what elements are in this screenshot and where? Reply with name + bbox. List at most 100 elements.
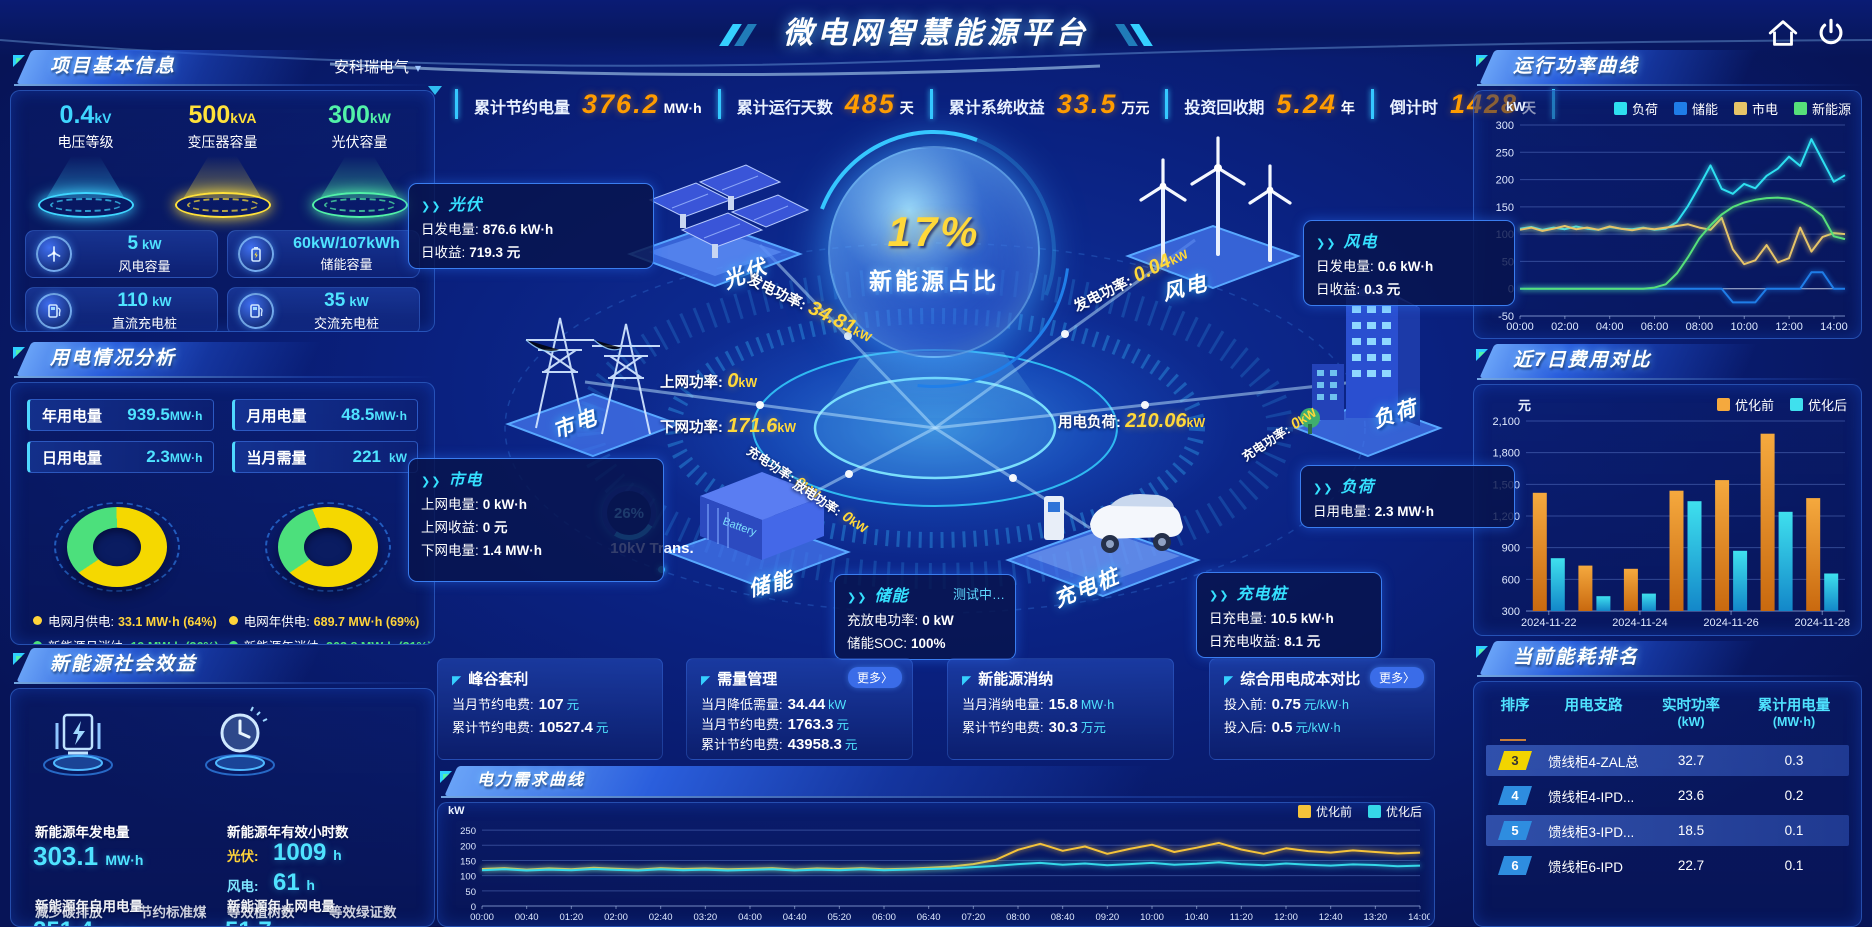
pedestal-voltage: 0.4kV 电压等级 — [22, 101, 150, 218]
legend-grid-year[interactable]: 电网年供电: 689.7 MW·h (69%) — [228, 611, 432, 630]
ev-info-box: ❯❯ 充电桩 日充电量: 10.5 kW·h 日充电收益: 8.1 元 — [1196, 572, 1382, 658]
gen-value: 303.1 MW·h — [33, 841, 144, 871]
legend-item[interactable]: 市电 — [1733, 99, 1778, 118]
box-corner-icon: ◤ — [1224, 673, 1234, 687]
stat-separator — [1370, 89, 1374, 119]
hours-label: 新能源年有效小时数 — [227, 825, 349, 840]
run-power-line-chart: 300250200150100500-5000:0002:0004:0006:0… — [1478, 119, 1855, 334]
panel-corner-icon — [1476, 646, 1488, 658]
load-building-illustration — [1293, 286, 1443, 458]
more-button[interactable]: 更多〉 — [847, 667, 902, 688]
pv-device-illustration — [627, 164, 810, 288]
table-row[interactable]: 6 馈线柜6-IPD 22.7 0.1 — [1486, 850, 1849, 881]
ev-charger-device-illustration — [1005, 494, 1201, 598]
y-axis-unit: 元 — [1518, 398, 1532, 413]
renewable-ratio-sphere: 17% 新能源占比 — [828, 146, 1040, 358]
wind-hours-value: 61 h — [273, 869, 315, 896]
panel-title: 当前能耗排名 — [1513, 647, 1640, 668]
power-icon[interactable] — [1814, 16, 1848, 50]
box-corner-icon: ◤ — [701, 673, 711, 687]
stat-separator — [455, 89, 458, 119]
panel-corner-icon — [13, 653, 25, 665]
svg-text:10:00: 10:00 — [1140, 912, 1164, 923]
stat-saved-energy: 累计节约电量 376.2 MW·h — [474, 88, 702, 119]
panel-energy-ranking: 当前能耗排名 排序 用电支路 实时功率 (kW) 累计用电量 (MW·h) 3 馈线… — [1473, 641, 1862, 927]
self-use-value: 251.4 MW·h — [33, 917, 138, 926]
panel-title: 项目基本信息 — [50, 56, 177, 77]
panel-body: kW 优化前 优化后 250 200 150 100 50 0 00:00 00:40 01:20… — [437, 802, 1435, 927]
legend-item[interactable]: 优化前 — [1716, 395, 1774, 414]
company-dropdown[interactable]: 安科瑞电气 ▾ — [333, 59, 421, 76]
svg-text:100: 100 — [460, 872, 476, 883]
ac-charger-icon — [238, 293, 274, 329]
page-title: 微电网智慧能源平台 — [0, 8, 1872, 52]
panel-corner-icon — [1476, 349, 1488, 361]
panel-corner-icon — [1476, 55, 1488, 67]
summary-cost-compare: ◤ 综合用电成本对比 更多〉 投入前: 0.75 元/kW·h 投入后: 0.5 元/kW… — [1209, 658, 1435, 760]
rank-badge: 5 — [1498, 821, 1532, 840]
year-donut-chart — [253, 487, 403, 597]
svg-text:12:00: 12:00 — [1274, 912, 1298, 923]
dc-charger-icon — [36, 293, 72, 329]
cost-chart-legend: 优化前 优化后 — [1716, 395, 1847, 414]
table-row[interactable]: 3 馈线柜4-ZAL总 32.7 0.3 — [1486, 745, 1849, 776]
donut-legend: 电网月供电:33.1 MW·h (64%) 新能源月消纳:19 MW·h (36… — [11, 597, 434, 644]
rank-badge: 6 — [1498, 856, 1532, 875]
chevron-right-icon: ❯❯ — [1316, 238, 1337, 250]
panel-title: 新能源社会效益 — [50, 654, 198, 675]
svg-text:09:20: 09:20 — [1095, 912, 1119, 923]
demand-line-chart: 250 200 150 100 50 0 00:00 00:40 01:20 02:00 02:40… — [440, 815, 1432, 924]
donut-year — [278, 507, 379, 587]
svg-text:12:00: 12:00 — [1775, 321, 1803, 333]
svg-text:06:00: 06:00 — [1641, 321, 1669, 333]
panel-header: 近7日费用对比 — [1473, 344, 1862, 380]
svg-text:13:20: 13:20 — [1363, 912, 1387, 923]
table-row[interactable]: 4 馈线柜4-IPD... 23.6 0.2 — [1486, 780, 1849, 811]
svg-text:10:40: 10:40 — [1185, 912, 1209, 923]
legend-item[interactable]: 优化后 — [1367, 803, 1422, 820]
svg-text:00:00: 00:00 — [1506, 321, 1534, 333]
svg-text:04:00: 04:00 — [1596, 321, 1624, 333]
storage-info-box: ❯❯ 储能 测试中… 充放电功率: 0 kW 储能SOC: 100% — [834, 574, 1016, 660]
panel-body: 年用电量 939.5MW·h 月用电量 48.5MW·h 日用电量 2.3MW·h 当… — [10, 382, 435, 645]
grid-info-box: ❯❯ 市电 上网电量: 0 kW·h 上网收益: 0 元 下网电量: 1.4 MW·h — [408, 458, 664, 582]
header-band — [0, 0, 1872, 58]
legend-item[interactable]: 负荷 — [1613, 99, 1658, 118]
rank-badge: 4 — [1498, 786, 1532, 805]
home-icon[interactable] — [1766, 16, 1800, 50]
legend-item[interactable]: 储能 — [1673, 99, 1718, 118]
stat-month-demand: 当月需量 221 kW — [231, 441, 418, 473]
svg-text:07:20: 07:20 — [961, 912, 985, 923]
chevron-right-icon: ❯❯ — [847, 592, 868, 604]
more-button[interactable]: 更多〉 — [1369, 667, 1424, 688]
svg-text:600: 600 — [1502, 574, 1520, 586]
svg-text:-50: -50 — [1498, 311, 1514, 323]
donut-month — [66, 507, 167, 587]
svg-text:200: 200 — [1496, 175, 1514, 187]
panel-corner-icon — [13, 55, 25, 67]
legend-item[interactable]: 优化前 — [1297, 803, 1352, 820]
run-chart-legend: 负荷 储能 市电 新能源 — [1613, 99, 1851, 118]
svg-text:00:40: 00:40 — [515, 912, 539, 923]
legend-item[interactable]: 优化后 — [1789, 395, 1847, 414]
svg-text:00:00: 00:00 — [470, 912, 494, 923]
panel-power-analysis: 用电情况分析 年用电量 939.5MW·h 月用电量 48.5MW·h 日用电量 2.… — [10, 342, 435, 645]
legend-renewable-month[interactable]: 新能源月消纳:19 MW·h (36%) — [33, 636, 219, 644]
wind-hours-label: 风电: — [227, 879, 259, 894]
panel-body: 排序 用电支路 实时功率 (kW) 累计用电量 (MW·h) 3 馈线柜4-ZAL总… — [1473, 681, 1862, 927]
summary-peak-valley: ◤ 峰谷套利 当月节约电费: 107 元 累计节约电费: 10527.4 元 — [437, 658, 663, 760]
legend-item[interactable]: 新能源 — [1793, 99, 1851, 118]
panel-header: 用电情况分析 — [10, 342, 435, 378]
panel-title: 运行功率曲线 — [1513, 56, 1640, 77]
stat-payback-period: 投资回收期 5.24 年 — [1184, 88, 1355, 119]
collapse-arrow-icon[interactable] — [428, 86, 442, 95]
legend-grid-month[interactable]: 电网月供电: 33.1 MW·h (64%) — [33, 611, 219, 630]
legend-renewable-year[interactable]: 新能源年消纳:303.8 MW·h (31%) — [228, 636, 432, 644]
summary-demand-mgmt: ◤ 需量管理 更多〉 当月降低需量: 34.44 kW 当月节约电费: 1763.3 元 … — [686, 658, 913, 760]
table-row[interactable]: 5 馈线柜3-IPD... 18.5 0.1 — [1486, 815, 1849, 846]
svg-text:2024-11-22: 2024-11-22 — [1521, 617, 1576, 629]
flow-grid-import: 下网功率: 171.6kW — [660, 415, 797, 437]
